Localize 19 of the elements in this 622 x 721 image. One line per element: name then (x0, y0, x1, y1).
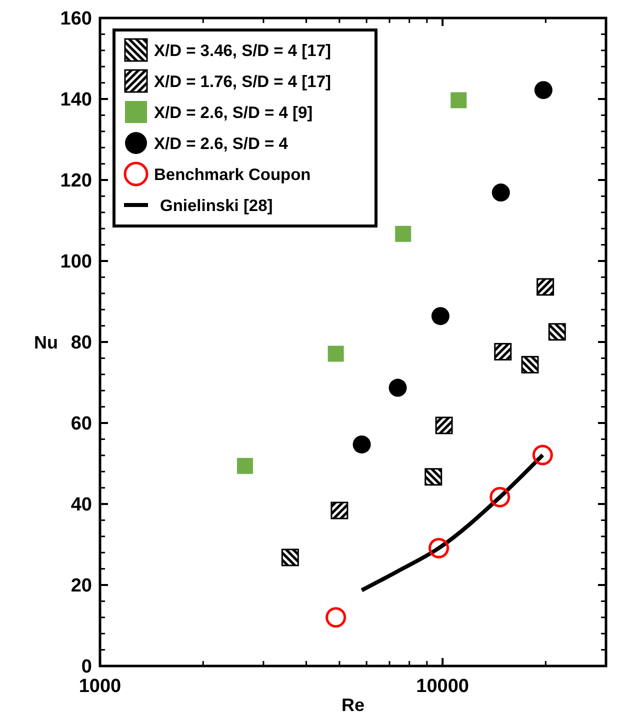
legend-label: X/D = 2.6, S/D = 4 [9] (154, 104, 313, 122)
y-tick-label: 60 (70, 414, 92, 435)
x-tick-label: 1000 (78, 676, 122, 697)
legend-label: Benchmark Coupon (154, 166, 311, 184)
y-tick-label: 20 (70, 576, 92, 597)
y-tick-label: 120 (60, 170, 92, 192)
legend-label: X/D = 2.6, S/D = 4 (154, 134, 289, 153)
y-tick-label: 160 (60, 8, 92, 30)
legend-label: X/D = 1.76, S/D = 4 [17] (154, 72, 332, 91)
x-axis-title: Re (341, 695, 365, 715)
y-tick-label: 100 (60, 252, 92, 273)
y-axis-title: Nu (34, 332, 58, 352)
legend-label: X/D = 3.46, S/D = 4 [17] (154, 42, 332, 60)
y-tick-label: 140 (60, 90, 92, 111)
legend-label: Gnielinski [28] (160, 196, 273, 215)
y-tick-label: 40 (70, 494, 92, 516)
y-tick-label: 0 (81, 656, 92, 678)
x-tick-label: 10000 (416, 676, 469, 697)
y-tick-label: 80 (70, 332, 92, 354)
